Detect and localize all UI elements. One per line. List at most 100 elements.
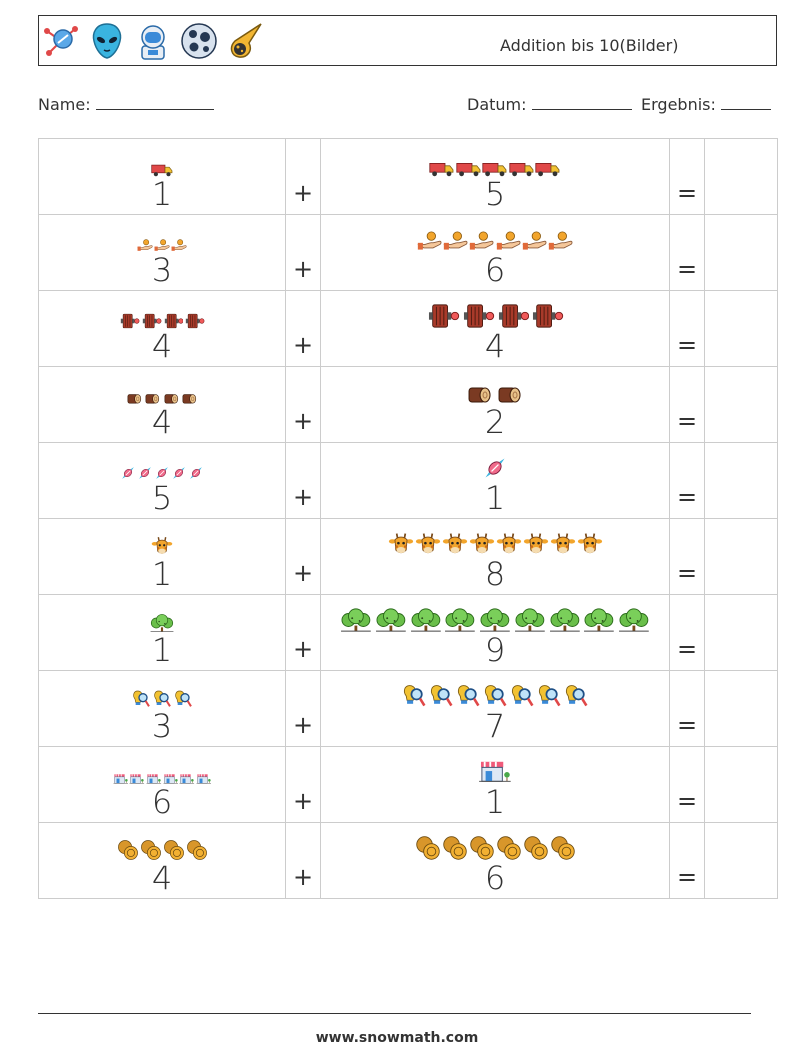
picture-group: [39, 757, 285, 785]
bush-icon: [478, 607, 512, 633]
film-reel-icon: [184, 313, 205, 329]
equals-cell: =: [669, 594, 705, 671]
name-field[interactable]: Name:: [38, 93, 214, 114]
candy-icon: [482, 455, 508, 481]
film-reel-icon: [426, 303, 460, 329]
first-addend-number: 4: [151, 859, 173, 897]
answer-cell[interactable]: [704, 366, 778, 443]
bush-icon: [149, 613, 175, 633]
log-icon: [496, 379, 524, 405]
problem-row: 4 +6 =: [38, 822, 778, 899]
coin-icon: [550, 835, 576, 861]
giraffe-icon: [577, 531, 603, 557]
worksheet-title: Addition bis 10(Bilder): [500, 36, 679, 55]
bush-icon: [548, 607, 582, 633]
second-addend-cell: 6: [320, 214, 670, 291]
equals-cell: =: [669, 518, 705, 595]
second-addend-number: 1: [484, 479, 506, 517]
plus-cell: +: [285, 670, 321, 747]
picture-group: [321, 149, 669, 177]
giraffe-icon: [550, 531, 576, 557]
bush-icon: [339, 607, 373, 633]
bush-icon: [582, 607, 616, 633]
second-addend-number: 6: [484, 859, 506, 897]
hand-coin-icon: [137, 239, 153, 253]
second-addend-number: 4: [484, 327, 506, 365]
result-blank[interactable]: [720, 93, 771, 110]
first-addend-number: 4: [151, 327, 173, 365]
answer-cell[interactable]: [704, 822, 778, 899]
bush-icon: [409, 607, 443, 633]
first-addend-number: 3: [151, 251, 173, 289]
answer-cell[interactable]: [704, 594, 778, 671]
hand-coin-icon: [469, 231, 494, 253]
giraffe-icon: [496, 531, 522, 557]
film-reel-icon: [496, 303, 530, 329]
first-addend-number: 5: [151, 479, 173, 517]
worksheet-header: Addition bis 10(Bilder): [38, 15, 777, 66]
plus-cell: +: [285, 822, 321, 899]
equals-sign: =: [676, 559, 698, 587]
coin-icon: [140, 839, 162, 861]
plus-sign: +: [292, 331, 314, 359]
answer-cell[interactable]: [704, 290, 778, 367]
plus-sign: +: [292, 559, 314, 587]
picture-group: [39, 225, 285, 253]
plus-cell: +: [285, 366, 321, 443]
second-addend-number: 5: [484, 175, 506, 213]
log-icon: [181, 389, 198, 405]
date-field[interactable]: Datum:: [467, 93, 632, 114]
equals-cell: =: [669, 670, 705, 747]
comet-icon: [230, 23, 262, 58]
plus-cell: +: [285, 138, 321, 215]
shop-icon: [179, 773, 195, 785]
first-addend-number: 6: [151, 783, 173, 821]
answer-cell[interactable]: [704, 442, 778, 519]
equals-cell: =: [669, 138, 705, 215]
bush-icon: [617, 607, 651, 633]
picture-group: [39, 149, 285, 177]
answer-cell[interactable]: [704, 138, 778, 215]
second-addend-cell: 4: [320, 290, 670, 367]
second-addend-number: 9: [484, 631, 506, 669]
picture-group: [39, 605, 285, 633]
second-addend-number: 1: [484, 783, 506, 821]
first-addend-number: 4: [151, 403, 173, 441]
equals-sign: =: [676, 711, 698, 739]
film-reel-icon: [530, 303, 564, 329]
date-blank[interactable]: [531, 93, 632, 110]
lightbulb-search-icon: [455, 683, 481, 709]
hand-coin-icon: [522, 231, 547, 253]
coin-icon: [186, 839, 208, 861]
problem-row: 6 +1 =: [38, 746, 778, 823]
name-blank[interactable]: [95, 93, 214, 110]
truck-icon: [482, 161, 508, 177]
second-addend-cell: 9: [320, 594, 670, 671]
giraffe-icon: [151, 535, 173, 557]
coin-icon: [496, 835, 522, 861]
answer-cell[interactable]: [704, 670, 778, 747]
second-addend-cell: 8: [320, 518, 670, 595]
picture-group: [321, 225, 669, 253]
plus-cell: +: [285, 746, 321, 823]
second-addend-number: 8: [484, 555, 506, 593]
candy-icon: [120, 465, 136, 481]
problem-row: 1 +5 =: [38, 138, 778, 215]
answer-cell[interactable]: [704, 214, 778, 291]
equals-sign: =: [676, 483, 698, 511]
plus-cell: +: [285, 594, 321, 671]
date-label: Datum:: [467, 95, 527, 114]
shop-icon: [146, 773, 162, 785]
truck-icon: [429, 161, 455, 177]
answer-cell[interactable]: [704, 518, 778, 595]
result-field[interactable]: Ergebnis:: [641, 93, 771, 114]
equals-sign: =: [676, 863, 698, 891]
picture-group: [321, 757, 669, 785]
picture-group: [39, 529, 285, 557]
result-label: Ergebnis:: [641, 95, 716, 114]
bush-icon: [443, 607, 477, 633]
equals-cell: =: [669, 214, 705, 291]
picture-group: [321, 301, 669, 329]
answer-cell[interactable]: [704, 746, 778, 823]
plus-cell: +: [285, 442, 321, 519]
